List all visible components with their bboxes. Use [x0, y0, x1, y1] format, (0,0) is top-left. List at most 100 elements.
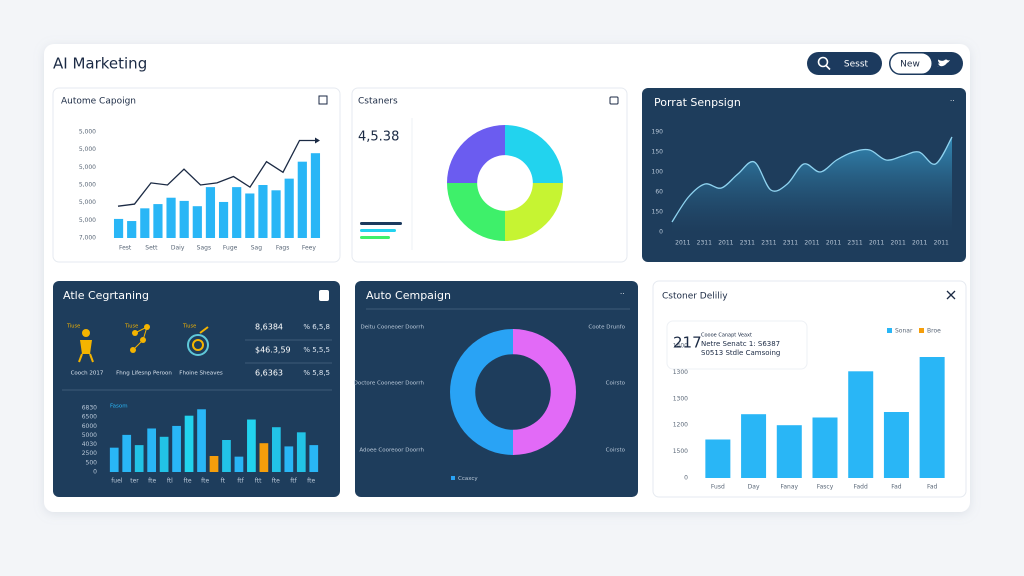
bar: [166, 197, 176, 238]
legend-bar: [360, 229, 396, 232]
x-tick-label: fte: [148, 478, 156, 485]
panel-title: Cstoner Deliliy: [662, 292, 728, 302]
panel-icon[interactable]: [319, 290, 329, 301]
x-tick-label: 2011: [826, 240, 841, 247]
bar: [271, 190, 281, 238]
icons: [78, 324, 209, 363]
x-tick-label: 2311: [740, 240, 755, 247]
panel-title: Auto Cempaign: [366, 289, 451, 302]
bar: [192, 206, 202, 238]
bar: [109, 447, 119, 472]
x-tick-label: 2311: [783, 240, 798, 247]
panel: [652, 280, 967, 498]
y-tick-label: 6500: [82, 414, 97, 421]
x-tick-label: 2011: [912, 240, 927, 247]
panel-icon[interactable]: [609, 96, 619, 105]
bar: [271, 427, 281, 472]
bar: [113, 218, 124, 238]
stat-change: % 5,5,5: [303, 346, 330, 354]
x-tick-label: Fags: [276, 245, 290, 252]
line: [117, 139, 316, 207]
x-tick-label: fte: [201, 478, 209, 485]
panel-title: Autome Capoign: [61, 97, 136, 107]
bar: [184, 415, 194, 472]
stat-line: Coooe Canapt Veaxt: [701, 333, 752, 339]
bar: [234, 456, 244, 472]
item-tag: Tiuse: [124, 324, 138, 330]
y-tick-label: 6830: [82, 405, 97, 412]
legend-bar: [360, 222, 402, 225]
y-tick-label: 1400: [673, 343, 688, 350]
x-tick-label: 2011: [718, 240, 733, 247]
stat-card: [666, 320, 808, 370]
y-tick-label: 5,000: [79, 217, 96, 224]
x-tick-label: ftf: [237, 478, 244, 485]
x-tick-label: Fad: [927, 484, 938, 491]
x-tick-label: Sett: [145, 245, 158, 252]
legend-swatch: [919, 328, 924, 333]
stat-value: $46.3,59: [255, 346, 291, 355]
bar: [222, 440, 231, 472]
slice-label: Coirsto: [606, 448, 626, 454]
bar: [848, 371, 874, 478]
panel-title: Atle Cegrtaning: [63, 289, 149, 302]
x-tick-label: Feey: [302, 245, 317, 252]
search-button[interactable]: Sesst: [807, 52, 882, 75]
legend-swatch: [887, 328, 892, 333]
new-label[interactable]: New: [900, 60, 920, 70]
stat-value: 8,6384: [255, 323, 283, 332]
donut-segment: [513, 329, 576, 455]
y-tick-label: 100: [652, 169, 664, 176]
x-tick-label: ter: [130, 478, 139, 485]
donut-segment: [447, 183, 505, 241]
x-tick-label: Fad: [891, 484, 902, 491]
x-tick-label: fte: [183, 478, 191, 485]
panel: [351, 87, 628, 263]
bar: [205, 187, 216, 238]
x-tick-label: 2311: [697, 240, 712, 247]
item-caption: Fhoine Sheaves: [179, 371, 223, 377]
bar: [218, 201, 229, 238]
y-tick-label: 5,000: [79, 199, 96, 206]
y-tick-label: 2500: [82, 450, 97, 457]
x-tick-label: ftl: [167, 478, 173, 485]
y-tick-label: 1300: [673, 369, 688, 376]
x-tick-label: 2011: [891, 240, 906, 247]
x-tick-label: Fanay: [780, 484, 798, 491]
new-button[interactable]: New: [889, 52, 963, 75]
y-tick-label: 6000: [82, 423, 97, 430]
x-tick-label: 2011: [869, 240, 884, 247]
bar: [127, 221, 137, 238]
panel-icon[interactable]: [318, 95, 328, 105]
y-tick-label: 5,000: [79, 129, 96, 136]
x-tick-label: Fusd: [711, 484, 725, 491]
bar: [309, 445, 319, 472]
bar: [147, 428, 157, 472]
slice-label: Doctore Cooneoer Doorrh: [354, 381, 425, 387]
y-tick-label: 1200: [673, 422, 688, 429]
x-tick-label: 2011: [675, 240, 690, 247]
legend-swatch: [451, 476, 455, 480]
x-tick-label: Fascy: [817, 484, 834, 491]
stat-change: % 5,8,5: [303, 369, 330, 377]
item-tag: Tiuse: [182, 324, 196, 330]
y-tick-label: 1500: [673, 448, 688, 455]
close-icon[interactable]: [946, 290, 956, 300]
bar: [919, 357, 945, 478]
x-tick-label: ft: [221, 478, 226, 485]
x-tick-label: fuel: [111, 478, 123, 485]
panel-menu[interactable]: ··: [620, 290, 624, 298]
legend-bar: [360, 236, 390, 239]
bar: [172, 425, 181, 472]
x-tick-label: 2011: [934, 240, 949, 247]
arrow-head: [315, 137, 320, 144]
bar: [310, 153, 321, 238]
search-label[interactable]: Sesst: [844, 60, 869, 70]
panel-menu[interactable]: ··: [950, 97, 954, 105]
stat-line: Netre Senatc 1: S6387: [701, 340, 780, 348]
donut-segment: [447, 125, 505, 183]
y-tick-label: 4030: [82, 441, 97, 448]
donut-segment: [450, 329, 513, 455]
x-tick-label: ftf: [290, 478, 297, 485]
